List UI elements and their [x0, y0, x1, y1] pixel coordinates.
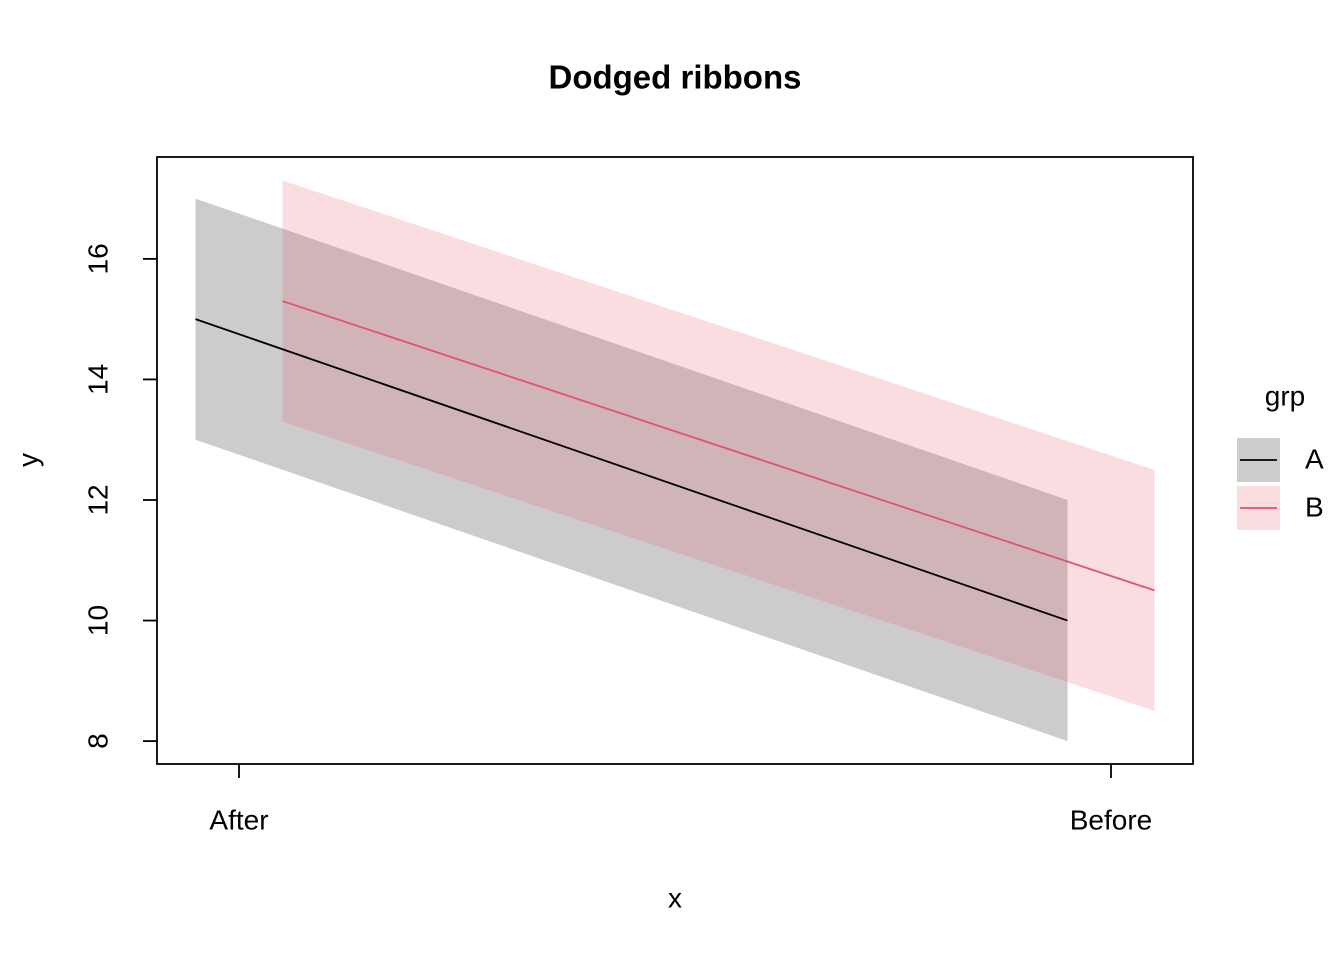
y-tick-label: 8 — [82, 733, 113, 749]
chart-title: Dodged ribbons — [549, 59, 802, 96]
y-tick-label: 14 — [82, 364, 113, 395]
line — [282, 300, 1155, 592]
y-tick-label: 12 — [82, 484, 113, 515]
legend-label: B — [1305, 491, 1324, 522]
legend-title: grp — [1265, 380, 1305, 411]
x-tick-label: Before — [1070, 804, 1153, 835]
y-tick-label: 10 — [82, 605, 113, 636]
x-tick-label: After — [209, 804, 268, 835]
legend-label: A — [1305, 443, 1324, 474]
y-tick-label: 16 — [82, 243, 113, 274]
line — [195, 318, 1068, 622]
plot-frame — [156, 156, 1194, 765]
y-axis-label: y — [12, 453, 43, 467]
x-axis-label: x — [668, 882, 682, 913]
